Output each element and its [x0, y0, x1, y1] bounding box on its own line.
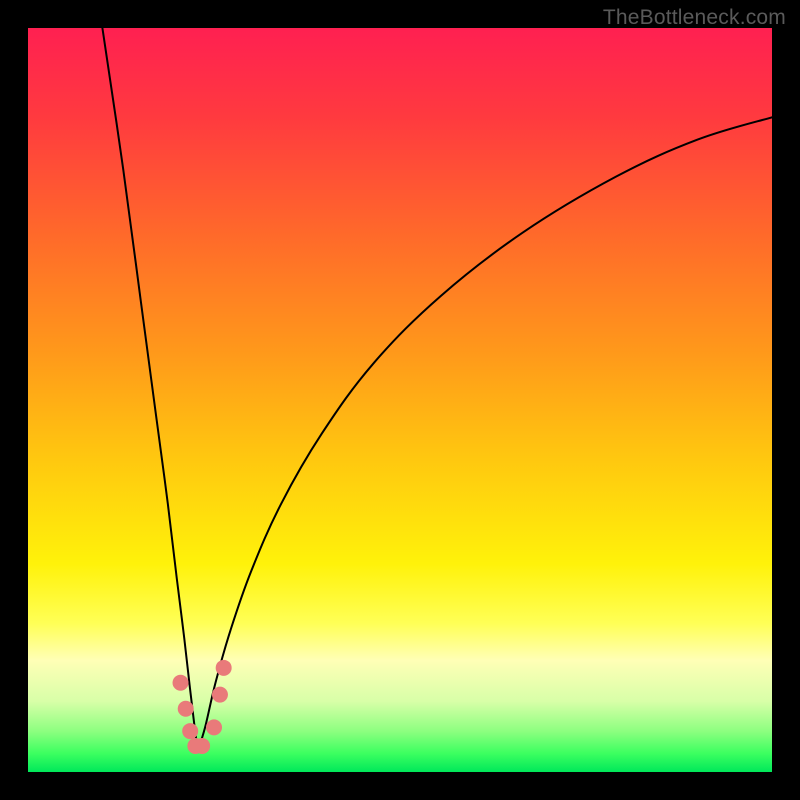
chart-frame: TheBottleneck.com [0, 0, 800, 800]
gradient-background [28, 28, 772, 772]
data-marker [212, 687, 228, 703]
watermark-text: TheBottleneck.com [603, 6, 786, 30]
data-marker [216, 660, 232, 676]
data-marker [194, 738, 210, 754]
data-marker [182, 723, 198, 739]
plot-area [28, 28, 772, 772]
data-marker [178, 701, 194, 717]
data-marker [173, 675, 189, 691]
data-marker [206, 719, 222, 735]
plot-svg [28, 28, 772, 772]
